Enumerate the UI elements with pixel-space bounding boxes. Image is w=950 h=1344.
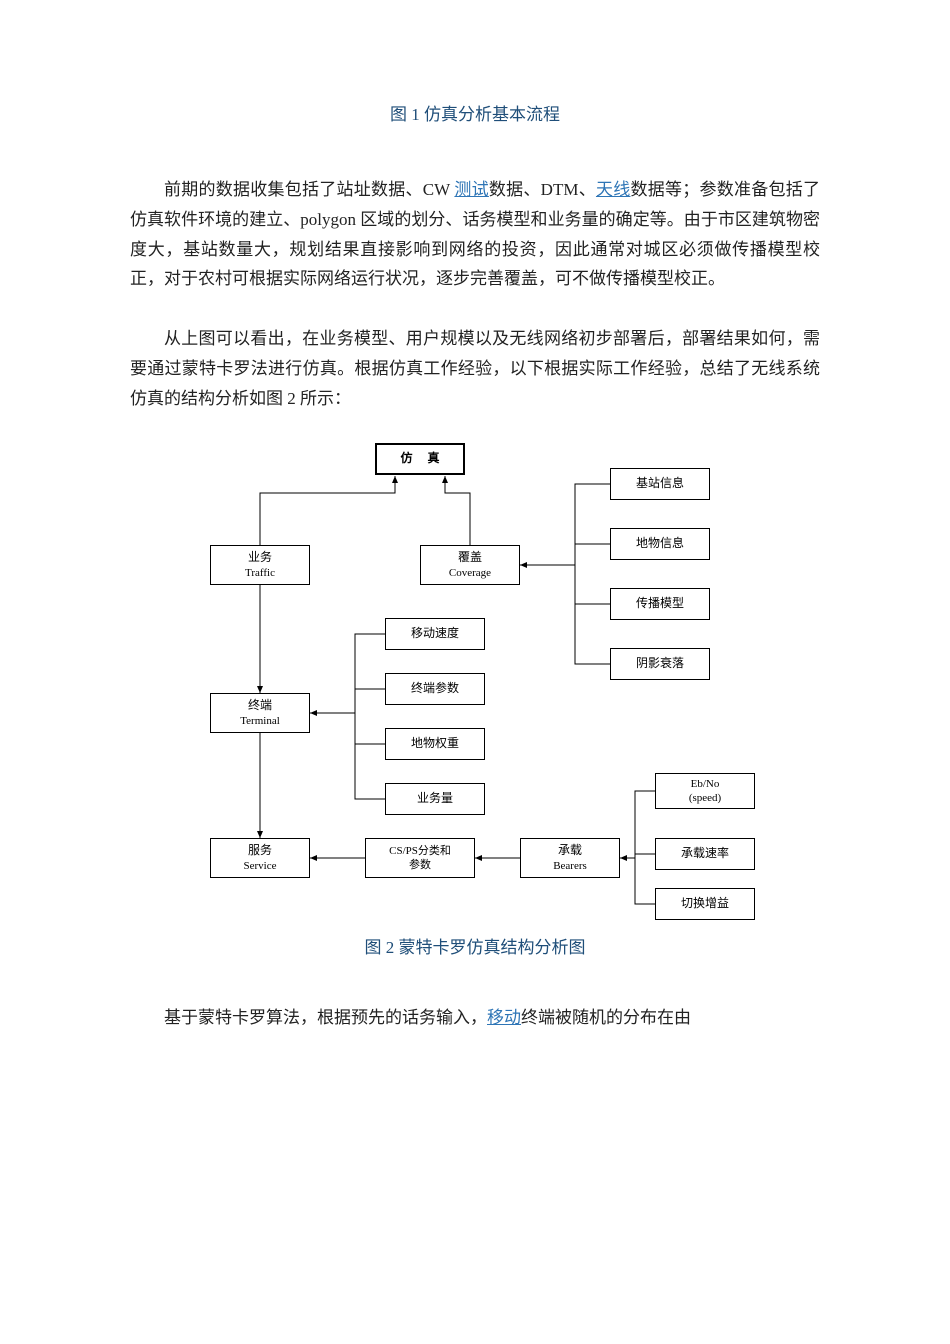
node-trafficvol-label: 业务量 [417, 791, 453, 807]
node-bearerrate-label: 承载速率 [681, 846, 729, 862]
node-terminal-l1: 终端 [248, 698, 272, 714]
node-shadow-label: 阴影衰落 [636, 656, 684, 672]
node-coverage: 覆盖 Coverage [420, 545, 520, 585]
link-antenna[interactable]: 天线 [596, 180, 631, 199]
para1-pre: 前期的数据收集包括了站址数据、CW [164, 180, 454, 199]
figure-2-caption: 图 2 蒙特卡罗仿真结构分析图 [130, 933, 820, 958]
node-geo: 地物信息 [610, 528, 710, 560]
node-csps: CS/PS分类和 参数 [365, 838, 475, 878]
node-service-l1: 服务 [248, 843, 272, 859]
paragraph-1: 前期的数据收集包括了站址数据、CW 测试数据、DTM、天线数据等；参数准备包括了… [130, 175, 820, 294]
node-hogain: 切换增益 [655, 888, 755, 920]
para3-post: 终端被随机的分布在由 [521, 1008, 691, 1027]
node-traffic: 业务 Traffic [210, 545, 310, 585]
node-geoweight: 地物权重 [385, 728, 485, 760]
node-service: 服务 Service [210, 838, 310, 878]
node-ebno: Eb/No (speed) [655, 773, 755, 809]
node-bearers: 承载 Bearers [520, 838, 620, 878]
node-coverage-l1: 覆盖 [458, 550, 482, 566]
node-service-l2: Service [244, 859, 277, 873]
node-coverage-l2: Coverage [449, 566, 491, 580]
para3-pre: 基于蒙特卡罗算法，根据预先的话务输入， [164, 1008, 487, 1027]
figure-1-caption: 图 1 仿真分析基本流程 [130, 100, 820, 125]
node-ebno-l1: Eb/No [691, 777, 720, 791]
node-terminal-param-label: 终端参数 [411, 681, 459, 697]
para1-mid1: 数据、DTM、 [489, 180, 596, 199]
node-speed-label: 移动速度 [411, 626, 459, 642]
flowchart-diagram: 仿 真 业务 Traffic 覆盖 Coverage 基站信息 地物信息 传播模… [155, 443, 795, 923]
paragraph-2: 从上图可以看出，在业务模型、用户规模以及无线网络初步部署后，部署结果如何，需要通… [130, 324, 820, 413]
node-propagation: 传播模型 [610, 588, 710, 620]
node-simulation: 仿 真 [375, 443, 465, 475]
node-basestation: 基站信息 [610, 468, 710, 500]
node-bearerrate: 承载速率 [655, 838, 755, 870]
node-speed: 移动速度 [385, 618, 485, 650]
node-bearers-l2: Bearers [553, 859, 587, 873]
node-csps-l2: 参数 [409, 858, 431, 872]
node-geo-label: 地物信息 [636, 536, 684, 552]
node-hogain-label: 切换增益 [681, 896, 729, 912]
node-simulation-label: 仿 真 [400, 451, 445, 467]
paragraph-3: 基于蒙特卡罗算法，根据预先的话务输入，移动终端被随机的分布在由 [130, 1003, 820, 1033]
node-bearers-l1: 承载 [558, 843, 582, 859]
node-trafficvol: 业务量 [385, 783, 485, 815]
node-traffic-l1: 业务 [248, 550, 272, 566]
link-mobile[interactable]: 移动 [487, 1008, 521, 1027]
node-terminal: 终端 Terminal [210, 693, 310, 733]
node-basestation-label: 基站信息 [636, 476, 684, 492]
node-csps-l1: CS/PS分类和 [389, 844, 451, 858]
node-traffic-l2: Traffic [245, 566, 275, 580]
node-geoweight-label: 地物权重 [411, 736, 459, 752]
node-propagation-label: 传播模型 [636, 596, 684, 612]
node-terminal-param: 终端参数 [385, 673, 485, 705]
node-shadow: 阴影衰落 [610, 648, 710, 680]
node-ebno-l2: (speed) [689, 791, 721, 805]
link-test[interactable]: 测试 [454, 180, 489, 199]
node-terminal-l2: Terminal [240, 714, 280, 728]
